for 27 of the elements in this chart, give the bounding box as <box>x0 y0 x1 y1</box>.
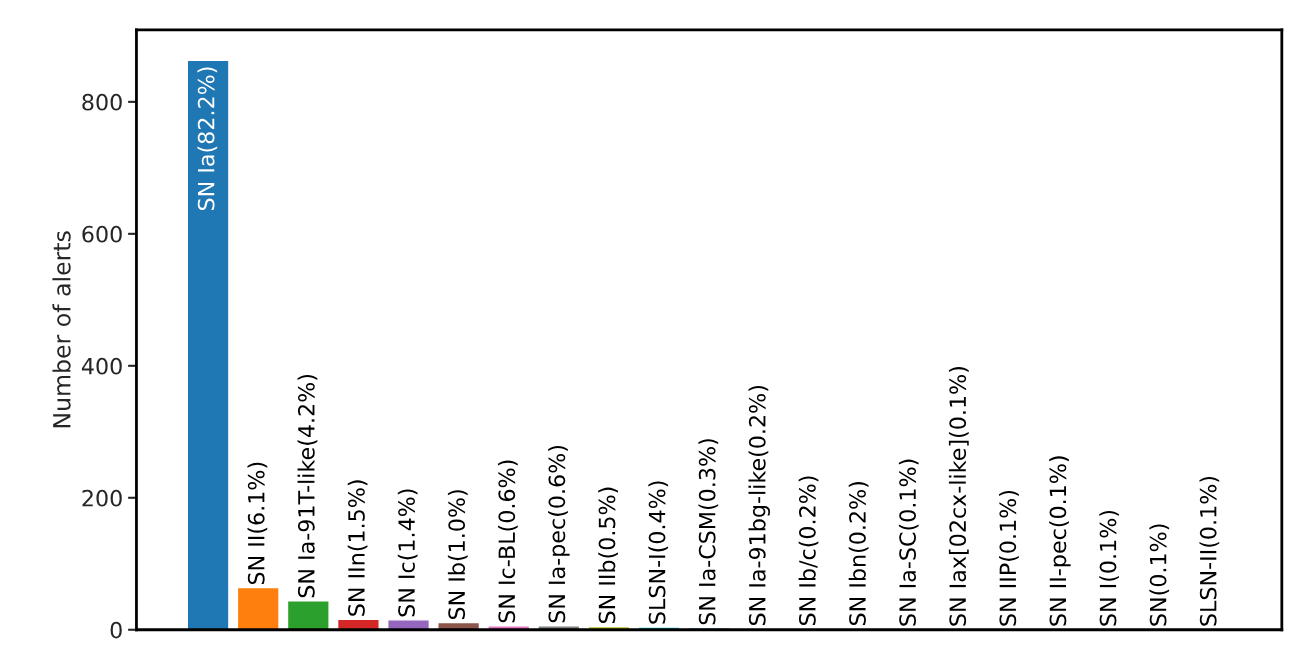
x-tick-label: SN Ib/c(0.2%) <box>798 476 819 625</box>
x-tick-label: SN Ia-CSM(0.3%) <box>698 439 719 625</box>
x-tick-label: SN IIn(1.5%) <box>347 480 368 616</box>
y-tick-label: 0 <box>110 621 122 639</box>
x-tick-label: SN II-pec(0.1%) <box>1049 456 1071 626</box>
y-tick-label: 200 <box>82 489 122 507</box>
x-tick-label: SLSN-I(0.4%) <box>648 481 669 624</box>
x-tick-label: SN IIb(0.5%) <box>598 487 618 624</box>
x-tick-label: SN Ia-91bg-like(0.2%) <box>748 386 770 625</box>
x-tick-label: SN Ia-SC(0.1%) <box>898 459 919 626</box>
y-tick-label: 600 <box>82 225 122 243</box>
x-tick-label: SN Ib(1.0%) <box>447 490 468 620</box>
x-tick-label: SN Ic(1.4%) <box>397 489 418 617</box>
y-tick-label: 800 <box>82 93 122 111</box>
x-tick-label: SN I(0.1%) <box>1099 510 1120 626</box>
x-tick-label: SN(0.1%) <box>1149 524 1170 626</box>
x-tick-label: SN Ibn(0.2%) <box>848 482 869 625</box>
x-tick-label: SN Ia-91T-like(4.2%) <box>297 374 318 598</box>
x-tick-label: SN Ia-pec(0.6%) <box>548 445 570 623</box>
x-tick-label: SN Ia(82.2%) <box>197 67 218 210</box>
x-tick-label: SN Ic-BL(0.6%) <box>497 460 518 623</box>
x-tick-label: SLSN-II(0.1%) <box>1199 476 1220 626</box>
x-tick-label: SN IIP(0.1%) <box>999 490 1019 626</box>
x-tick-label: SN II(6.1%) <box>247 462 268 585</box>
y-tick-label: 400 <box>81 357 122 375</box>
y-axis-title: Number of alerts <box>52 231 71 428</box>
x-tick-label: SN Iax[02cx-like](0.1%) <box>948 367 969 626</box>
